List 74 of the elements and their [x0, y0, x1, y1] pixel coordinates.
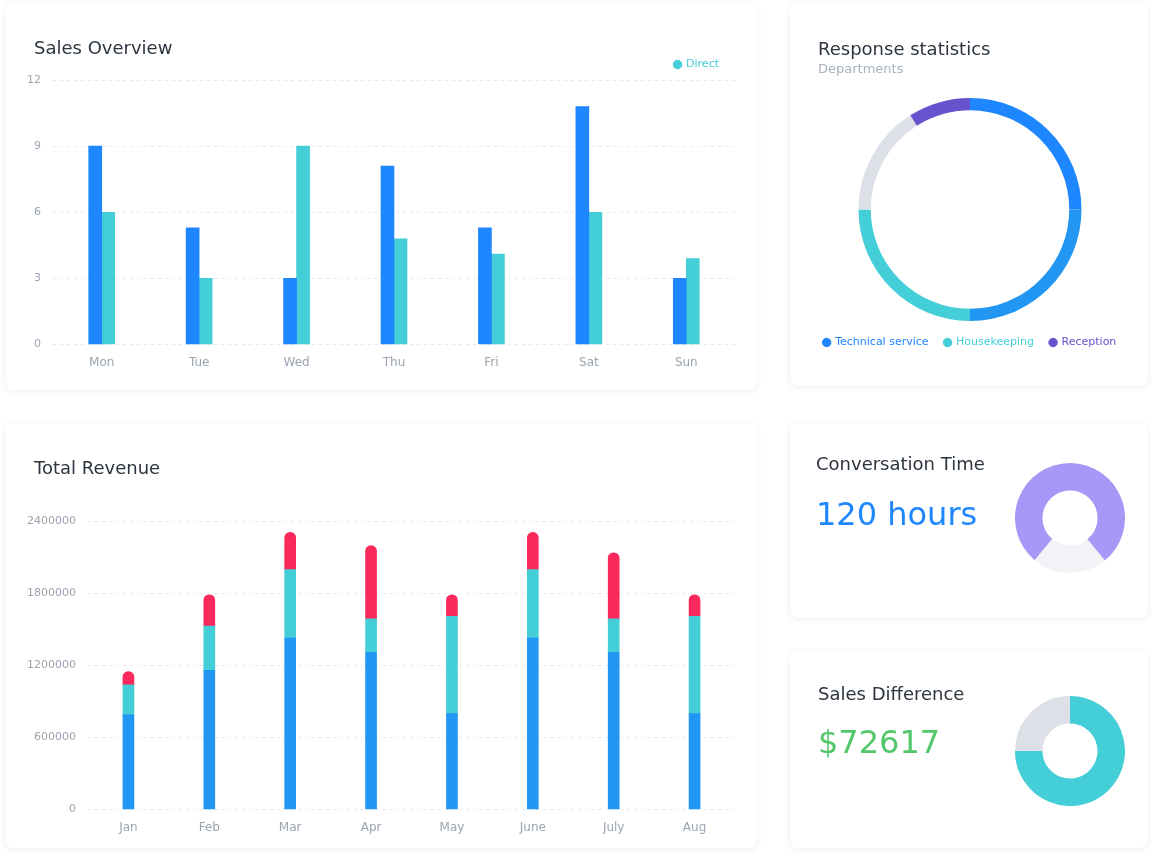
- bar: [575, 106, 590, 345]
- y-tick-label: 1200000: [26, 658, 76, 672]
- bar: [88, 145, 103, 345]
- text: 120 hours: [816, 495, 978, 533]
- x-tick-label: Fri: [484, 354, 499, 369]
- bar: [365, 618, 377, 653]
- bar: [284, 569, 297, 639]
- x-tick-label: June: [518, 819, 546, 834]
- bar: [607, 618, 620, 653]
- bar: [284, 532, 297, 570]
- bar: [491, 253, 505, 345]
- x-tick-label: Jan: [118, 819, 138, 834]
- bar: [380, 165, 395, 345]
- chart-title: Conversation Time: [816, 453, 985, 474]
- bar: [296, 145, 310, 345]
- y-tick-label: 2400000: [26, 514, 76, 528]
- legend-label: Technical service: [834, 335, 929, 349]
- x-tick-label: Wed: [283, 354, 310, 369]
- bar: [607, 552, 620, 620]
- bar: [688, 616, 701, 714]
- bar: [588, 211, 603, 345]
- chart-title: Sales Overview: [34, 37, 173, 58]
- bar: [526, 569, 539, 639]
- bar: [526, 637, 539, 810]
- bar: [446, 616, 458, 714]
- bar: [122, 714, 135, 810]
- y-tick-label: 12: [27, 72, 41, 86]
- chart-title: Total Revenue: [34, 457, 161, 478]
- y-tick-label: 600000: [33, 730, 76, 744]
- bar: [446, 594, 458, 617]
- x-tick-label: Aug: [682, 819, 707, 834]
- bar: [365, 652, 377, 810]
- chart-subtitle: Departments: [818, 61, 904, 76]
- y-tick-label: 6: [34, 205, 41, 219]
- chart-title: Response statistics: [818, 38, 991, 59]
- x-tick-label: May: [439, 819, 465, 834]
- bar: [688, 713, 701, 810]
- bar: [122, 684, 135, 716]
- x-tick-label: Tue: [187, 354, 210, 369]
- bar: [284, 637, 297, 810]
- bar: [203, 625, 216, 671]
- y-tick-label: 1800000: [26, 586, 76, 600]
- x-tick-label: Sat: [579, 354, 599, 369]
- bar: [185, 227, 200, 345]
- x-tick-label: Mar: [278, 819, 302, 834]
- bar: [365, 545, 377, 620]
- bar: [283, 278, 297, 345]
- y-tick-label: 3: [34, 271, 41, 285]
- legend-label: Reception: [1061, 335, 1117, 349]
- x-tick-label: Sun: [674, 354, 698, 369]
- x-tick-label: July: [601, 819, 625, 834]
- x-tick-label: Thu: [381, 354, 406, 369]
- bar: [688, 594, 701, 617]
- bar: [478, 227, 492, 345]
- bar: [446, 713, 458, 810]
- legend-label: Housekeeping: [956, 335, 1035, 349]
- bar: [672, 278, 687, 345]
- bar: [203, 594, 216, 627]
- bar: [393, 238, 408, 345]
- chart-title: Sales Difference: [818, 683, 965, 704]
- x-tick-label: Feb: [198, 819, 220, 834]
- bar: [198, 278, 213, 345]
- bar: [526, 532, 539, 570]
- bar: [101, 211, 116, 345]
- x-tick-label: Apr: [360, 819, 382, 834]
- bar: [607, 652, 620, 810]
- legend-label: Direct: [686, 57, 720, 71]
- y-tick-label: 9: [34, 139, 41, 153]
- y-tick-label: 0: [68, 802, 76, 816]
- text: $72617: [818, 723, 941, 761]
- x-tick-label: Mon: [89, 354, 115, 369]
- bar: [203, 670, 216, 810]
- bar: [685, 258, 700, 345]
- y-tick-label: 0: [34, 337, 41, 351]
